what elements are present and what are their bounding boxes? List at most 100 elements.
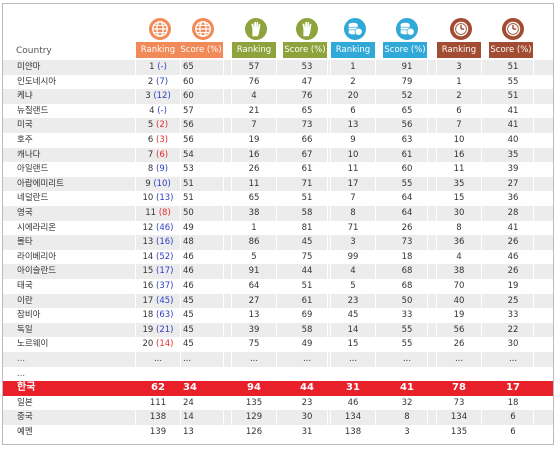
column-divider — [135, 352, 136, 367]
column-divider — [375, 264, 376, 279]
column-divider — [436, 249, 437, 265]
column-divider — [135, 337, 136, 352]
table-row: 잠비아 18 (63) 45 13 69 45 33 19 33 — [3, 308, 553, 323]
column-divider — [481, 425, 482, 440]
ranking-cell: 11 (8) — [136, 206, 180, 221]
column-divider — [436, 279, 437, 294]
column-divider — [427, 264, 428, 279]
column-divider — [533, 147, 534, 163]
column-divider — [481, 74, 482, 90]
ranking-cell — [437, 367, 481, 382]
table-row: ... — [3, 366, 553, 382]
score-cell: 35 — [507, 149, 519, 160]
column-divider — [276, 89, 277, 104]
previous-ranking: (12) — [153, 91, 171, 102]
score-cell: 58 — [301, 324, 313, 335]
score-cell: 26 — [507, 237, 519, 248]
score-cell: 52 — [401, 91, 413, 102]
column-divider — [481, 220, 482, 236]
ranking-cell: 46 — [347, 397, 359, 408]
score-cell: 45 — [301, 237, 313, 248]
column-divider — [330, 191, 331, 206]
column-divider — [533, 235, 534, 250]
previous-ranking: (45) — [156, 295, 174, 306]
ranking-cell: 21 — [248, 105, 260, 116]
column-divider — [481, 191, 482, 206]
score-cell: 45 — [183, 324, 194, 335]
ranking-value: 15 — [142, 266, 157, 277]
country-name: 노르웨이 — [17, 339, 49, 350]
score-cell: 51 — [507, 62, 519, 72]
score-cell: 75 — [301, 251, 313, 262]
score-cell: 40 — [507, 135, 519, 145]
ranking-cell — [136, 367, 180, 382]
ranking-cell: 78 — [452, 382, 466, 394]
country-name: 라이베리아 — [17, 251, 57, 262]
column-divider — [481, 352, 482, 367]
column-divider — [231, 147, 232, 163]
clock-icon — [448, 16, 474, 42]
column-divider — [180, 89, 181, 104]
column-divider — [231, 176, 232, 192]
score-cell: 54 — [183, 149, 194, 160]
column-divider — [436, 103, 437, 119]
column-divider — [436, 410, 437, 425]
score-cell: 39 — [507, 164, 519, 175]
ranking-cell: 40 — [453, 295, 465, 306]
ranking-cell: 9 — [350, 135, 356, 145]
score-cell: ... — [302, 354, 312, 364]
score-header: Score (%) — [489, 42, 533, 58]
score-cell — [387, 367, 427, 382]
column-divider — [330, 60, 331, 75]
column-divider — [231, 249, 232, 265]
column-divider — [533, 337, 534, 352]
column-divider — [533, 279, 534, 294]
column-divider — [223, 410, 224, 425]
ranking-header: Ranking — [232, 42, 276, 58]
score-cell: 13 — [183, 427, 194, 437]
ranking-cell: 6 (3) — [136, 133, 180, 148]
score-cell: 49 — [183, 222, 194, 233]
ranking-cell: ... — [454, 354, 464, 364]
column-divider — [481, 366, 482, 382]
score-cell: 46 — [183, 251, 194, 262]
column-divider — [231, 322, 232, 338]
column-divider — [327, 264, 328, 279]
column-divider — [180, 103, 181, 119]
column-divider — [276, 176, 277, 192]
table-row: 미얀마 1 (-) 65 57 53 1 91 3 51 — [3, 60, 553, 75]
column-divider — [276, 410, 277, 425]
score-cell: 6 — [510, 427, 516, 437]
column-divider — [223, 220, 224, 236]
ranking-cell: 134 — [344, 412, 362, 423]
column-divider — [427, 74, 428, 90]
column-divider — [330, 352, 331, 367]
ranking-cell: 30 — [453, 208, 465, 218]
score-cell: 50 — [401, 295, 413, 306]
score-cell: 8 — [404, 412, 410, 423]
score-cell: 30 — [507, 339, 519, 350]
table-row-highlighted: 한국 62 34 94 44 31 41 78 17 — [3, 381, 553, 396]
ranking-cell: 13 — [347, 120, 359, 131]
score-cell: 56 — [183, 135, 194, 145]
previous-ranking: (63) — [156, 310, 174, 321]
ranking-cell: ... — [348, 354, 358, 364]
column-divider — [375, 176, 376, 192]
country-name: 시에라리온 — [17, 222, 57, 233]
ranking-cell: 56 — [453, 324, 465, 335]
column-divider — [330, 293, 331, 309]
ranking-value: 19 — [142, 324, 157, 335]
ranking-cell: 8 (9) — [136, 162, 180, 177]
column-divider — [427, 103, 428, 119]
column-divider — [481, 308, 482, 323]
column-divider — [223, 162, 224, 177]
column-divider — [481, 206, 482, 221]
ranking-cell: 99 — [347, 251, 359, 262]
column-divider — [481, 410, 482, 425]
table-row: 태국 16 (37) 46 64 51 5 68 70 19 — [3, 279, 553, 294]
column-divider — [427, 118, 428, 133]
column-divider — [276, 206, 277, 221]
ranking-cell: 13 (16) — [136, 235, 180, 250]
column-divider — [135, 308, 136, 323]
column-divider — [135, 395, 136, 411]
